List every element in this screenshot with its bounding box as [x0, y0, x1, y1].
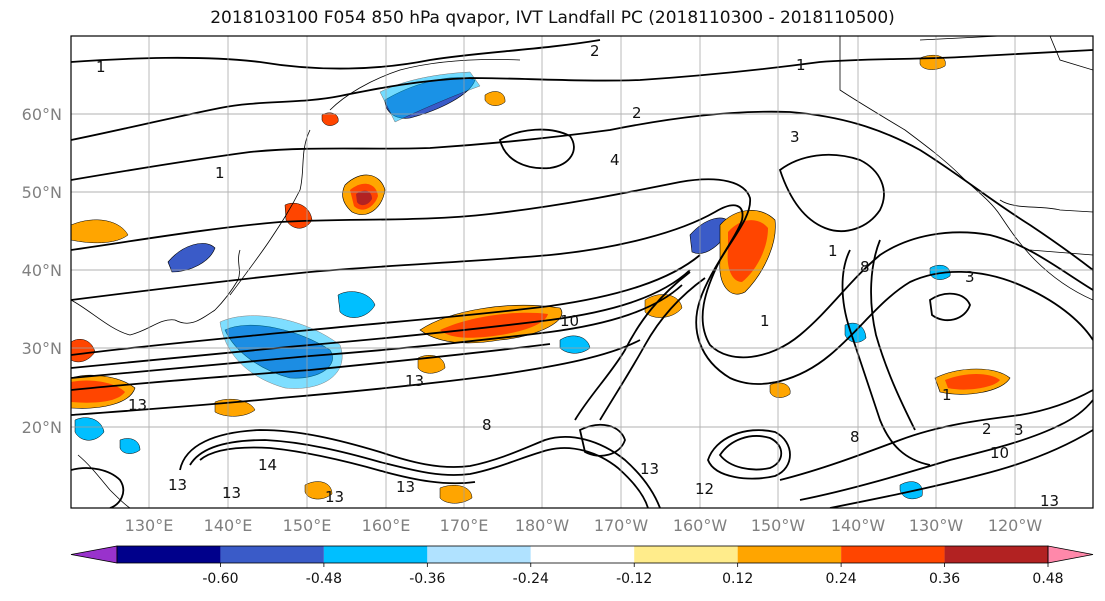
colorbar-segment [117, 546, 221, 563]
contour-label: 13 [396, 478, 415, 496]
positive-anomaly-region [440, 312, 548, 338]
contour-label: 10 [560, 312, 579, 330]
contour-label: 8 [850, 428, 860, 446]
colorbar-tick-label: 0.12 [722, 571, 753, 587]
colorbar-frame [116, 545, 1049, 564]
lon-label: 150°W [751, 516, 806, 535]
contour-label: 8 [482, 416, 492, 434]
contour-label: 2 [982, 420, 992, 438]
lat-label: 30°N [22, 339, 62, 358]
map-gridlines [71, 36, 1093, 508]
positive-anomaly-region [484, 91, 506, 106]
colorbar-extension-low [70, 545, 118, 564]
lon-label: 160°W [673, 516, 728, 535]
contour-label: 1 [828, 242, 838, 260]
positive-anomaly-region [304, 481, 333, 500]
longitude-labels: 130°E 140°E 150°E 160°E 170°E 180°W 170°… [125, 516, 1043, 535]
contour-label: 2 [590, 42, 600, 60]
contour-label: 1 [796, 56, 806, 74]
contour-label: 3 [790, 128, 800, 146]
contour-label: 1 [942, 386, 952, 404]
contour-label: 10 [990, 444, 1009, 462]
lon-label: 130°E [125, 516, 174, 535]
colorbar-segment [841, 546, 945, 563]
lon-label: 120°W [988, 516, 1043, 535]
colorbar-tick-label: -0.48 [306, 571, 342, 587]
contour-label: 3 [965, 268, 975, 286]
contour-label: 13 [128, 396, 147, 414]
contour-label: 4 [610, 151, 620, 169]
lon-label: 160°E [362, 516, 411, 535]
colorbar-tick-label: 0.24 [826, 571, 857, 587]
positive-anomaly-region [71, 219, 129, 244]
contour-label: 13 [405, 372, 424, 390]
shaded-anomaly-field [71, 55, 1011, 504]
contour-label: 1 [96, 58, 106, 76]
contour-label: 13 [640, 460, 659, 478]
positive-anomaly-region [356, 190, 372, 206]
lon-label: 150°E [283, 516, 332, 535]
contour-label: 13 [222, 484, 241, 502]
colorbar-segment [737, 546, 842, 563]
negative-anomaly-region [74, 417, 105, 441]
contour-label: 3 [1014, 421, 1024, 439]
negative-anomaly-region [167, 243, 216, 273]
contour-label: 8 [860, 258, 870, 276]
map-title: 2018103100 F054 850 hPa qvapor, IVT Land… [210, 8, 895, 28]
plot-frame [70, 35, 1094, 509]
colorbar: -0.60 -0.48 -0.36 -0.24 -0.12 0.12 0.24 0.36 0.4… [70, 545, 1094, 587]
contour-label: 1 [760, 312, 770, 330]
positive-anomaly-region [727, 220, 768, 282]
lat-label: 40°N [22, 261, 62, 280]
lon-label: 130°W [909, 516, 964, 535]
lat-label: 50°N [22, 183, 62, 202]
negative-anomaly-region [337, 291, 376, 318]
lat-label: 60°N [22, 105, 62, 124]
positive-anomaly-region [945, 374, 1000, 390]
colorbar-tick-label: -0.60 [202, 571, 238, 587]
positive-anomaly-region [644, 294, 683, 318]
colorbar-tick-label: -0.12 [616, 571, 652, 587]
negative-anomaly-region [119, 438, 141, 454]
colorbar-segment [323, 546, 428, 563]
lon-label: 140°W [831, 516, 886, 535]
contour-label: 13 [168, 476, 187, 494]
colorbar-extension-high [1047, 545, 1094, 564]
contour-label: 1 [215, 164, 225, 182]
colorbar-tick-label: -0.36 [409, 571, 445, 587]
contour-label: 13 [1040, 492, 1059, 510]
colorbar-tick-label: 0.48 [1032, 571, 1063, 587]
latitude-labels: 60°N 50°N 40°N 30°N 20°N [22, 105, 62, 437]
lon-label: 170°E [440, 516, 489, 535]
lon-label: 180°W [515, 516, 570, 535]
colorbar-tick-label: -0.24 [513, 571, 549, 587]
colorbar-segment [530, 546, 635, 563]
colorbar-tick-label: 0.36 [929, 571, 960, 587]
contour-label: 14 [258, 456, 277, 474]
positive-anomaly-region [321, 112, 339, 126]
contour-lines [71, 39, 1093, 508]
lat-label: 20°N [22, 418, 62, 437]
colorbar-segment [220, 546, 324, 563]
colorbar-segment [634, 546, 738, 563]
contour-label: 2 [632, 104, 642, 122]
contour-label-group: 1 2 1 3 1 2 4 1 1 3 8 10 13 13 13 14 13 … [96, 42, 1059, 510]
contour-label: 12 [695, 480, 714, 498]
colorbar-segment [427, 546, 531, 563]
lon-label: 170°W [594, 516, 649, 535]
positive-anomaly-region [769, 382, 791, 398]
positive-anomaly-region [417, 355, 446, 374]
colorbar-segment [944, 546, 1048, 563]
contour-label: 13 [325, 488, 344, 506]
lon-label: 140°E [204, 516, 253, 535]
coastlines [71, 36, 1093, 508]
